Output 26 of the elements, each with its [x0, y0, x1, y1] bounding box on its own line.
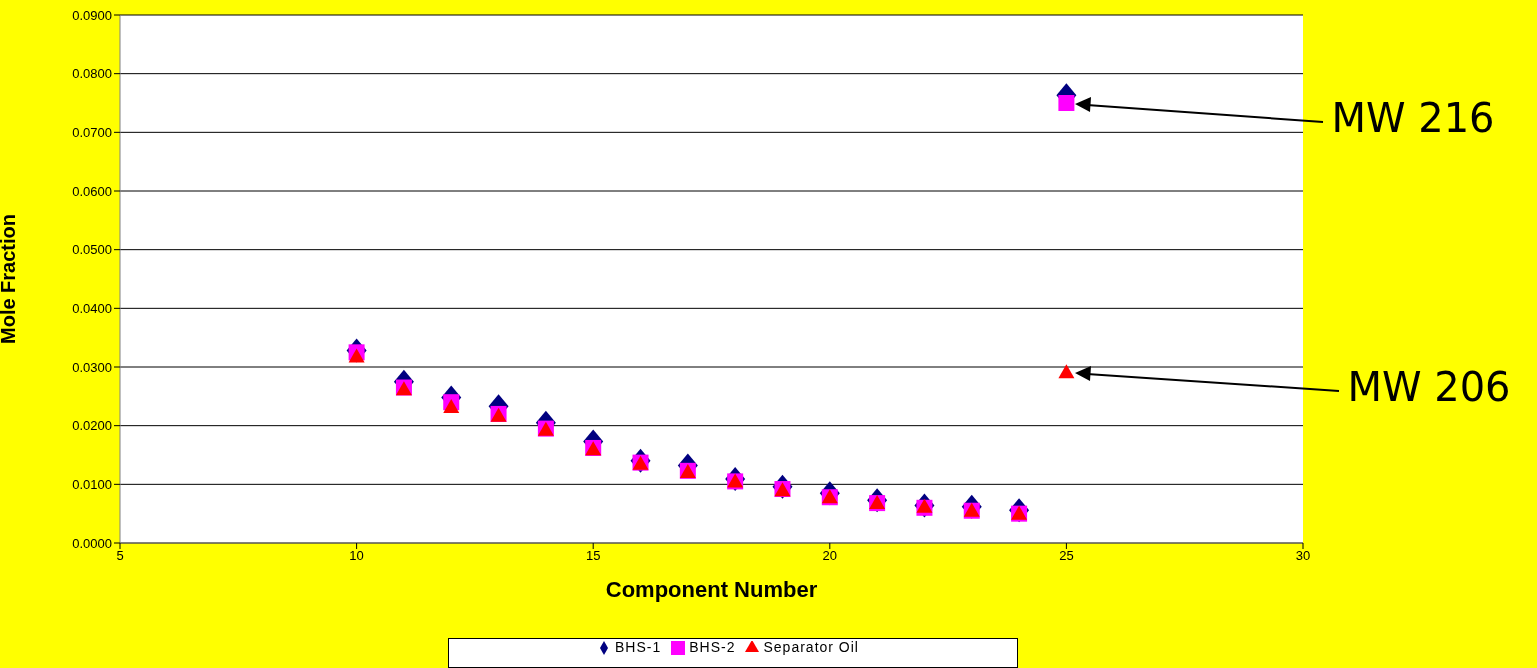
- point: [1058, 95, 1075, 111]
- x-tick-label: 25: [1059, 548, 1074, 564]
- x-tick-label: 15: [585, 548, 601, 564]
- x-axis-title: Component Number: [605, 576, 818, 602]
- y-tick-label: 0.0800: [72, 66, 112, 82]
- text: MW 206: [1347, 364, 1511, 410]
- point: [1058, 364, 1075, 379]
- y-tick-label: 0.0400: [72, 300, 112, 316]
- y-tick-label: 0.0500: [72, 242, 112, 258]
- x-tick-label: 30: [1295, 548, 1311, 564]
- y-tick-label: 0.0600: [72, 183, 112, 199]
- x-tick-label: 5: [116, 548, 124, 564]
- text: MW 216: [1331, 95, 1495, 141]
- y-axis-title: Mole Fraction: [0, 213, 20, 345]
- y-tick-label: 0.0300: [72, 359, 112, 375]
- legend-label: BHS-2: [689, 639, 736, 655]
- y-tick-label: 0.0900: [72, 7, 112, 23]
- y-tick-label: 0.0700: [72, 124, 112, 140]
- x-tick-label: 20: [822, 548, 838, 564]
- y-tick-label: 0.0200: [72, 418, 112, 434]
- y-tick-label: 0.0100: [72, 476, 112, 492]
- point: [443, 398, 460, 413]
- legend-label: BHS-1: [615, 639, 662, 655]
- x-tick-label: 10: [349, 548, 364, 564]
- y-tick-label: 0.0000: [72, 535, 112, 551]
- legend-label: Separator Oil: [763, 639, 859, 655]
